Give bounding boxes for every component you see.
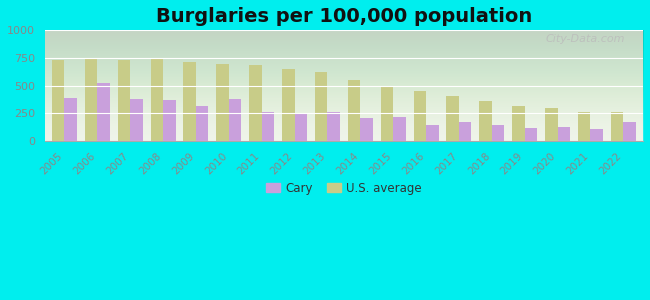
Bar <box>315 72 328 141</box>
Bar <box>98 83 110 141</box>
Bar <box>183 62 196 141</box>
Bar <box>360 118 373 141</box>
Bar <box>479 101 492 141</box>
Bar <box>558 127 570 141</box>
Bar <box>52 60 64 141</box>
Bar <box>393 117 406 141</box>
Bar <box>163 100 176 141</box>
Bar <box>413 91 426 141</box>
Bar <box>590 129 603 141</box>
Bar <box>294 113 307 141</box>
Bar <box>623 122 636 141</box>
Bar <box>512 106 525 141</box>
Bar <box>196 106 209 141</box>
Title: Burglaries per 100,000 population: Burglaries per 100,000 population <box>156 7 532 26</box>
Bar <box>151 59 163 141</box>
Bar <box>426 125 439 141</box>
Bar <box>459 122 471 141</box>
Bar <box>578 112 590 141</box>
Bar <box>545 108 558 141</box>
Bar <box>249 64 262 141</box>
Bar <box>492 125 504 141</box>
Bar <box>525 128 537 141</box>
Bar <box>381 86 393 141</box>
Bar <box>84 59 98 141</box>
Bar <box>130 100 142 141</box>
Bar <box>282 69 294 141</box>
Bar <box>348 80 360 141</box>
Bar <box>447 96 459 141</box>
Bar <box>64 98 77 141</box>
Bar <box>118 60 130 141</box>
Bar <box>229 100 241 141</box>
Text: City-Data.com: City-Data.com <box>545 34 625 44</box>
Legend: Cary, U.S. average: Cary, U.S. average <box>261 177 426 199</box>
Bar <box>328 112 340 141</box>
Bar <box>262 112 274 141</box>
Bar <box>611 112 623 141</box>
Bar <box>216 64 229 141</box>
